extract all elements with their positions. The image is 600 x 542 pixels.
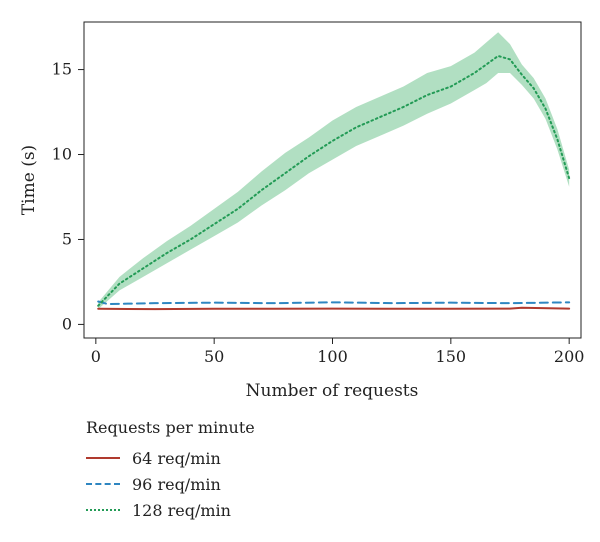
x-tick-label: 150 [436, 347, 467, 366]
legend-item-128: 128 req/min [86, 497, 255, 523]
confidence-band-128 [98, 32, 570, 310]
series-line-128 [97, 54, 571, 307]
y-tick-label: 5 [62, 229, 72, 248]
series-lines [97, 54, 571, 311]
series-line-96 [97, 300, 571, 306]
x-tick-label: 0 [91, 347, 101, 366]
legend-title: Requests per minute [86, 418, 255, 437]
confidence-bands [98, 32, 570, 310]
legend-item-96: 96 req/min [86, 471, 255, 497]
legend-item-64: 64 req/min [86, 445, 255, 471]
y-tick-label: 15 [52, 60, 72, 79]
legend-swatch-128 [86, 509, 120, 511]
legend-swatch-64 [86, 457, 120, 459]
x-tick-label: 100 [317, 347, 348, 366]
y-tick-label: 0 [62, 314, 72, 333]
x-tick-label: 50 [204, 347, 224, 366]
y-tick-label: 10 [52, 145, 72, 164]
legend-swatch-96 [86, 483, 120, 485]
series-line-64 [97, 306, 571, 311]
legend: Requests per minute 64 req/min 96 req/mi… [86, 418, 255, 523]
x-axis-label: Number of requests [246, 381, 419, 401]
legend-label-96: 96 req/min [132, 474, 221, 494]
y-axis-ticks: 0 5 10 15 [52, 60, 84, 333]
x-axis-ticks: 0 50 100 150 200 [91, 338, 585, 366]
y-axis-label: Time (s) [19, 145, 39, 215]
legend-label-128: 128 req/min [132, 500, 231, 520]
legend-label-64: 64 req/min [132, 448, 221, 468]
x-tick-label: 200 [554, 347, 585, 366]
